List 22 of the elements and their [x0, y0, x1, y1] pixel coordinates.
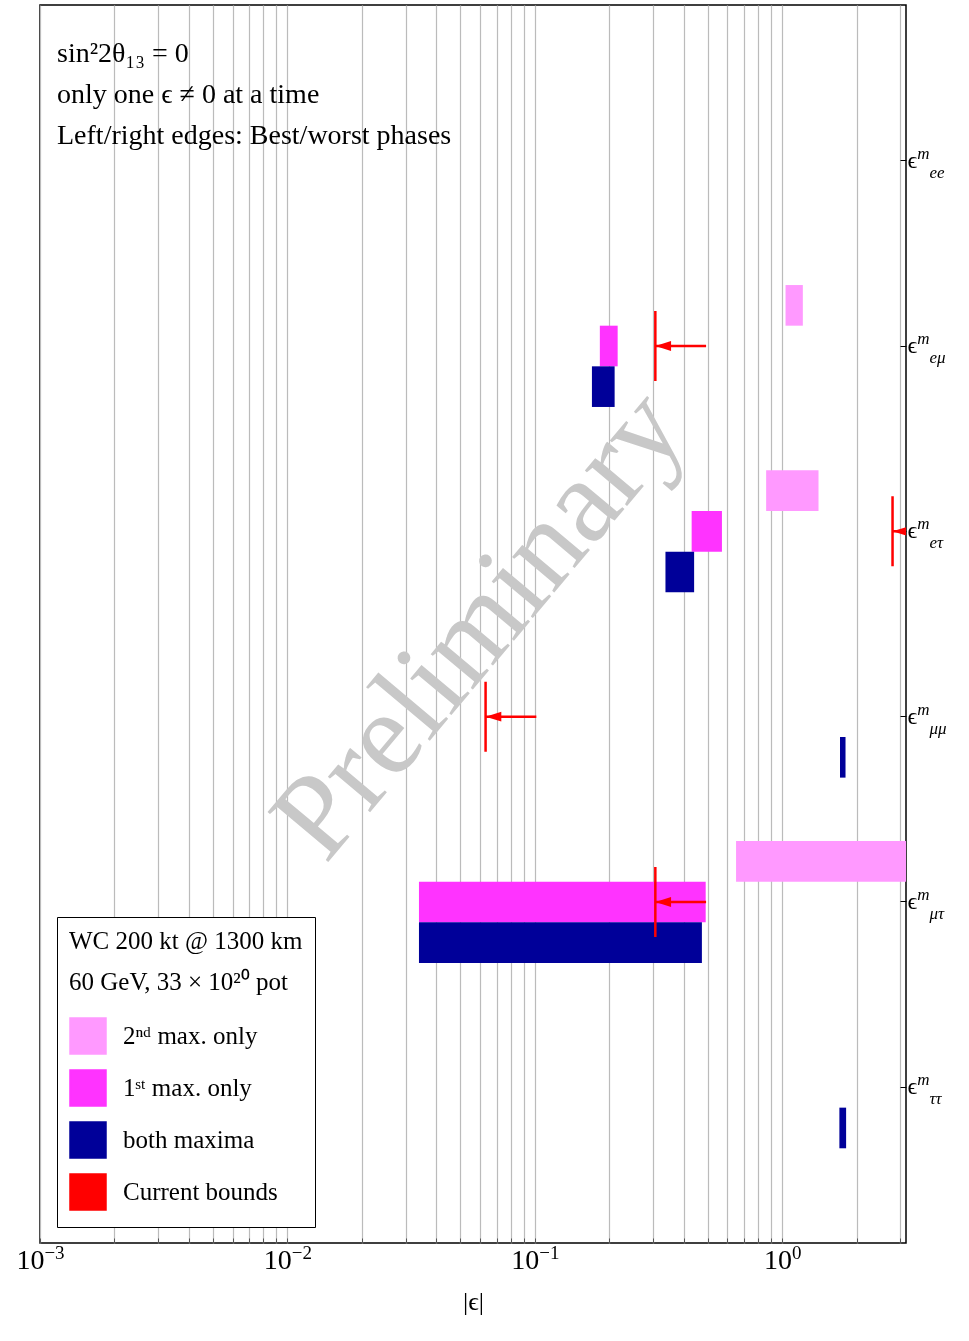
- bar: [736, 841, 906, 882]
- annotation: Left/right edges: Best/worst phases: [57, 119, 452, 150]
- x-tick-label: 10$^{0}$: [764, 1241, 802, 1275]
- legend-label: 1ˢᵗ max. only: [123, 1074, 253, 1101]
- bar: [785, 285, 803, 326]
- legend-label: 2ⁿᵈ max. only: [123, 1022, 258, 1049]
- bar: [839, 1107, 847, 1149]
- legend-label: both maxima: [123, 1126, 255, 1153]
- x-axis-title: |ϵ|: [463, 1286, 484, 1316]
- x-tick-label: 10$^{−3}$: [16, 1241, 65, 1275]
- legend-title: WC 200 kt @ 1300 km 60 GeV, 33 × 10²⁰ pot: [69, 927, 303, 995]
- bar: [418, 881, 706, 923]
- annotation: sin²2θ₁₃ = 0: [57, 37, 189, 68]
- bar: [418, 922, 702, 963]
- bar: [766, 470, 819, 512]
- annotation: only one ϵ ≠ 0 at a time: [57, 78, 320, 109]
- bar: [691, 511, 722, 552]
- bar: [599, 325, 618, 367]
- x-tick-label: 10$^{−1}$: [511, 1241, 560, 1275]
- x-tick-label: 10$^{−2}$: [263, 1241, 313, 1275]
- legend-label: Current bounds: [123, 1178, 278, 1205]
- bar: [840, 736, 846, 778]
